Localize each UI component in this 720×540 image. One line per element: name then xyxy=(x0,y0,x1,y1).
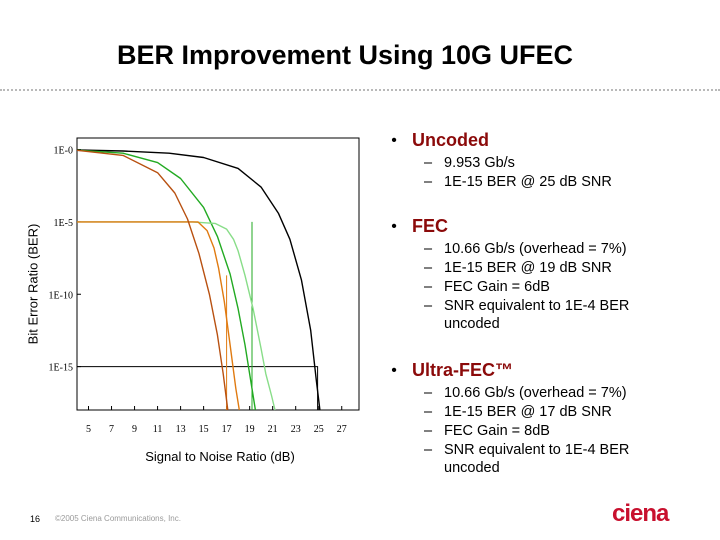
series-lines xyxy=(76,149,321,411)
y-tick-label: 1E-15 xyxy=(49,363,73,374)
dash-glyph: – xyxy=(424,174,433,190)
bullet-heading: FEC xyxy=(412,216,448,236)
bullet-dot: • xyxy=(391,218,397,235)
x-tick-label: 23 xyxy=(291,424,301,435)
sub-item-text: SNR equivalent to 1E-4 BER uncoded xyxy=(444,298,630,332)
x-tick-label: 15 xyxy=(199,424,209,435)
page-number: 16 xyxy=(30,514,41,524)
series-line xyxy=(77,221,276,411)
x-tick-label: 13 xyxy=(176,424,186,435)
sub-item-text: FEC Gain = 6dB xyxy=(444,279,550,295)
title-divider xyxy=(0,89,720,91)
dash-glyph: – xyxy=(424,241,433,257)
dash-glyph: – xyxy=(424,155,433,171)
plot-frame xyxy=(76,137,360,411)
sub-item-text: 10.66 Gb/s (overhead = 7%) xyxy=(444,385,627,401)
dash-glyph: – xyxy=(424,423,433,439)
sub-item-text: SNR equivalent to 1E-4 BER uncoded xyxy=(444,442,630,476)
x-tick-label: 7 xyxy=(109,424,114,435)
y-axis-ticks: 1E-0 1E-5 1E-10 1E-15 xyxy=(49,146,81,374)
x-tick-label: 5 xyxy=(86,424,91,435)
bullet-dot: • xyxy=(391,362,397,379)
bullet-dot: • xyxy=(391,132,397,149)
sub-item-text: 10.66 Gb/s (overhead = 7%) xyxy=(444,241,627,257)
x-tick-label: 25 xyxy=(314,424,324,435)
series-line xyxy=(76,149,257,411)
dash-glyph: – xyxy=(424,279,433,295)
x-tick-label: 11 xyxy=(153,424,163,435)
y-axis-label: Bit Error Ratio (BER) xyxy=(25,223,41,345)
x-tick-label: 27 xyxy=(337,424,347,435)
ciena-logo: ciena xyxy=(612,500,669,527)
series-line xyxy=(77,221,240,411)
sub-item-text: 1E-15 BER @ 25 dB SNR xyxy=(444,174,612,190)
series-line xyxy=(76,149,229,411)
y-tick-label: 1E-5 xyxy=(54,218,73,229)
x-axis-ticks: 5 7 9 11 13 15 17 19 21 23 25 27 xyxy=(86,406,347,435)
x-tick-label: 19 xyxy=(245,424,255,435)
dash-glyph: – xyxy=(424,298,433,314)
y-tick-label: 1E-10 xyxy=(49,290,73,301)
dash-glyph: – xyxy=(424,404,433,420)
sub-item-text: 1E-15 BER @ 19 dB SNR xyxy=(444,260,612,276)
dash-glyph: – xyxy=(424,385,433,401)
x-tick-label: 21 xyxy=(268,424,278,435)
dash-glyph: – xyxy=(424,442,433,458)
x-tick-label: 17 xyxy=(222,424,232,435)
y-tick-label: 1E-0 xyxy=(54,146,73,157)
sub-item-text: 9.953 Gb/s xyxy=(444,155,515,171)
series-line xyxy=(76,149,321,411)
copyright-text: ©2005 Ciena Communications, Inc. xyxy=(55,514,181,523)
dash-glyph: – xyxy=(424,260,433,276)
bullet-heading: Uncoded xyxy=(412,130,490,150)
x-axis-label: Signal to Noise Ratio (dB) xyxy=(145,449,295,464)
sub-item-text: 1E-15 BER @ 17 dB SNR xyxy=(444,404,612,420)
sub-item-text: FEC Gain = 8dB xyxy=(444,423,550,439)
bullet-heading: Ultra-FEC™ xyxy=(412,360,514,380)
slide-title: BER Improvement Using 10G UFEC xyxy=(116,40,574,70)
x-tick-label: 9 xyxy=(132,424,137,435)
